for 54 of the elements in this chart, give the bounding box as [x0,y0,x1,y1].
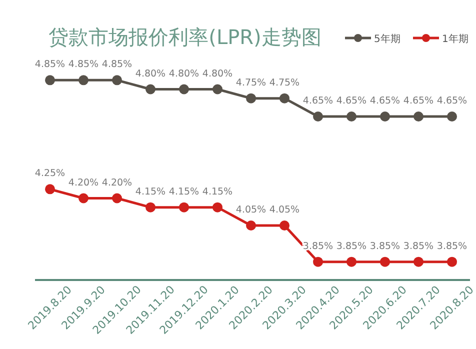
data-label: 4.80% [168,68,200,80]
data-label: 4.05% [236,204,266,216]
data-label: 4.85% [102,59,132,70]
point [45,184,55,194]
point [112,75,122,86]
data-label: 3.85% [336,240,367,252]
point [146,202,156,212]
point [414,112,424,122]
data-label: 4.65% [336,96,367,106]
point [447,112,457,122]
point [212,84,222,94]
point [78,193,88,204]
point [280,220,290,230]
data-label: 4.65% [403,96,434,106]
point [146,84,156,94]
legend-label: 1年期 [442,33,468,45]
data-label: 4.85% [34,59,66,70]
data-label: 4.80% [135,68,166,80]
point [447,256,457,267]
point [346,112,356,122]
point [414,256,424,267]
data-label: 3.85% [370,240,400,252]
legend-label: 5年期 [374,33,400,45]
point [112,193,122,204]
data-label: 4.15% [135,186,166,198]
point [45,75,55,86]
point [179,202,189,212]
point [212,202,222,212]
point [246,93,256,104]
data-label: 4.85% [68,59,99,70]
point [280,93,290,104]
data-label: 4.80% [202,68,233,80]
data-label: 4.15% [202,186,233,198]
point [380,112,390,122]
data-label: 4.15% [168,186,200,198]
data-label: 3.85% [436,240,468,252]
chart-title: 贷款市场报价利率(LPR)走势图 [48,25,322,49]
data-label: 4.05% [269,204,300,216]
data-label: 4.20% [68,177,99,188]
data-label: 4.20% [102,177,132,188]
data-label: 3.85% [403,240,434,252]
data-label: 4.75% [236,77,266,88]
data-label: 4.65% [302,96,334,106]
data-label: 4.25% [34,168,66,180]
point [346,256,356,267]
point [313,112,323,122]
data-label: 4.65% [436,96,468,106]
point [179,84,189,94]
point [246,220,256,230]
data-label: 4.65% [370,96,400,106]
point [313,256,323,267]
point [78,75,88,86]
data-label: 4.75% [269,77,300,88]
point [380,256,390,267]
